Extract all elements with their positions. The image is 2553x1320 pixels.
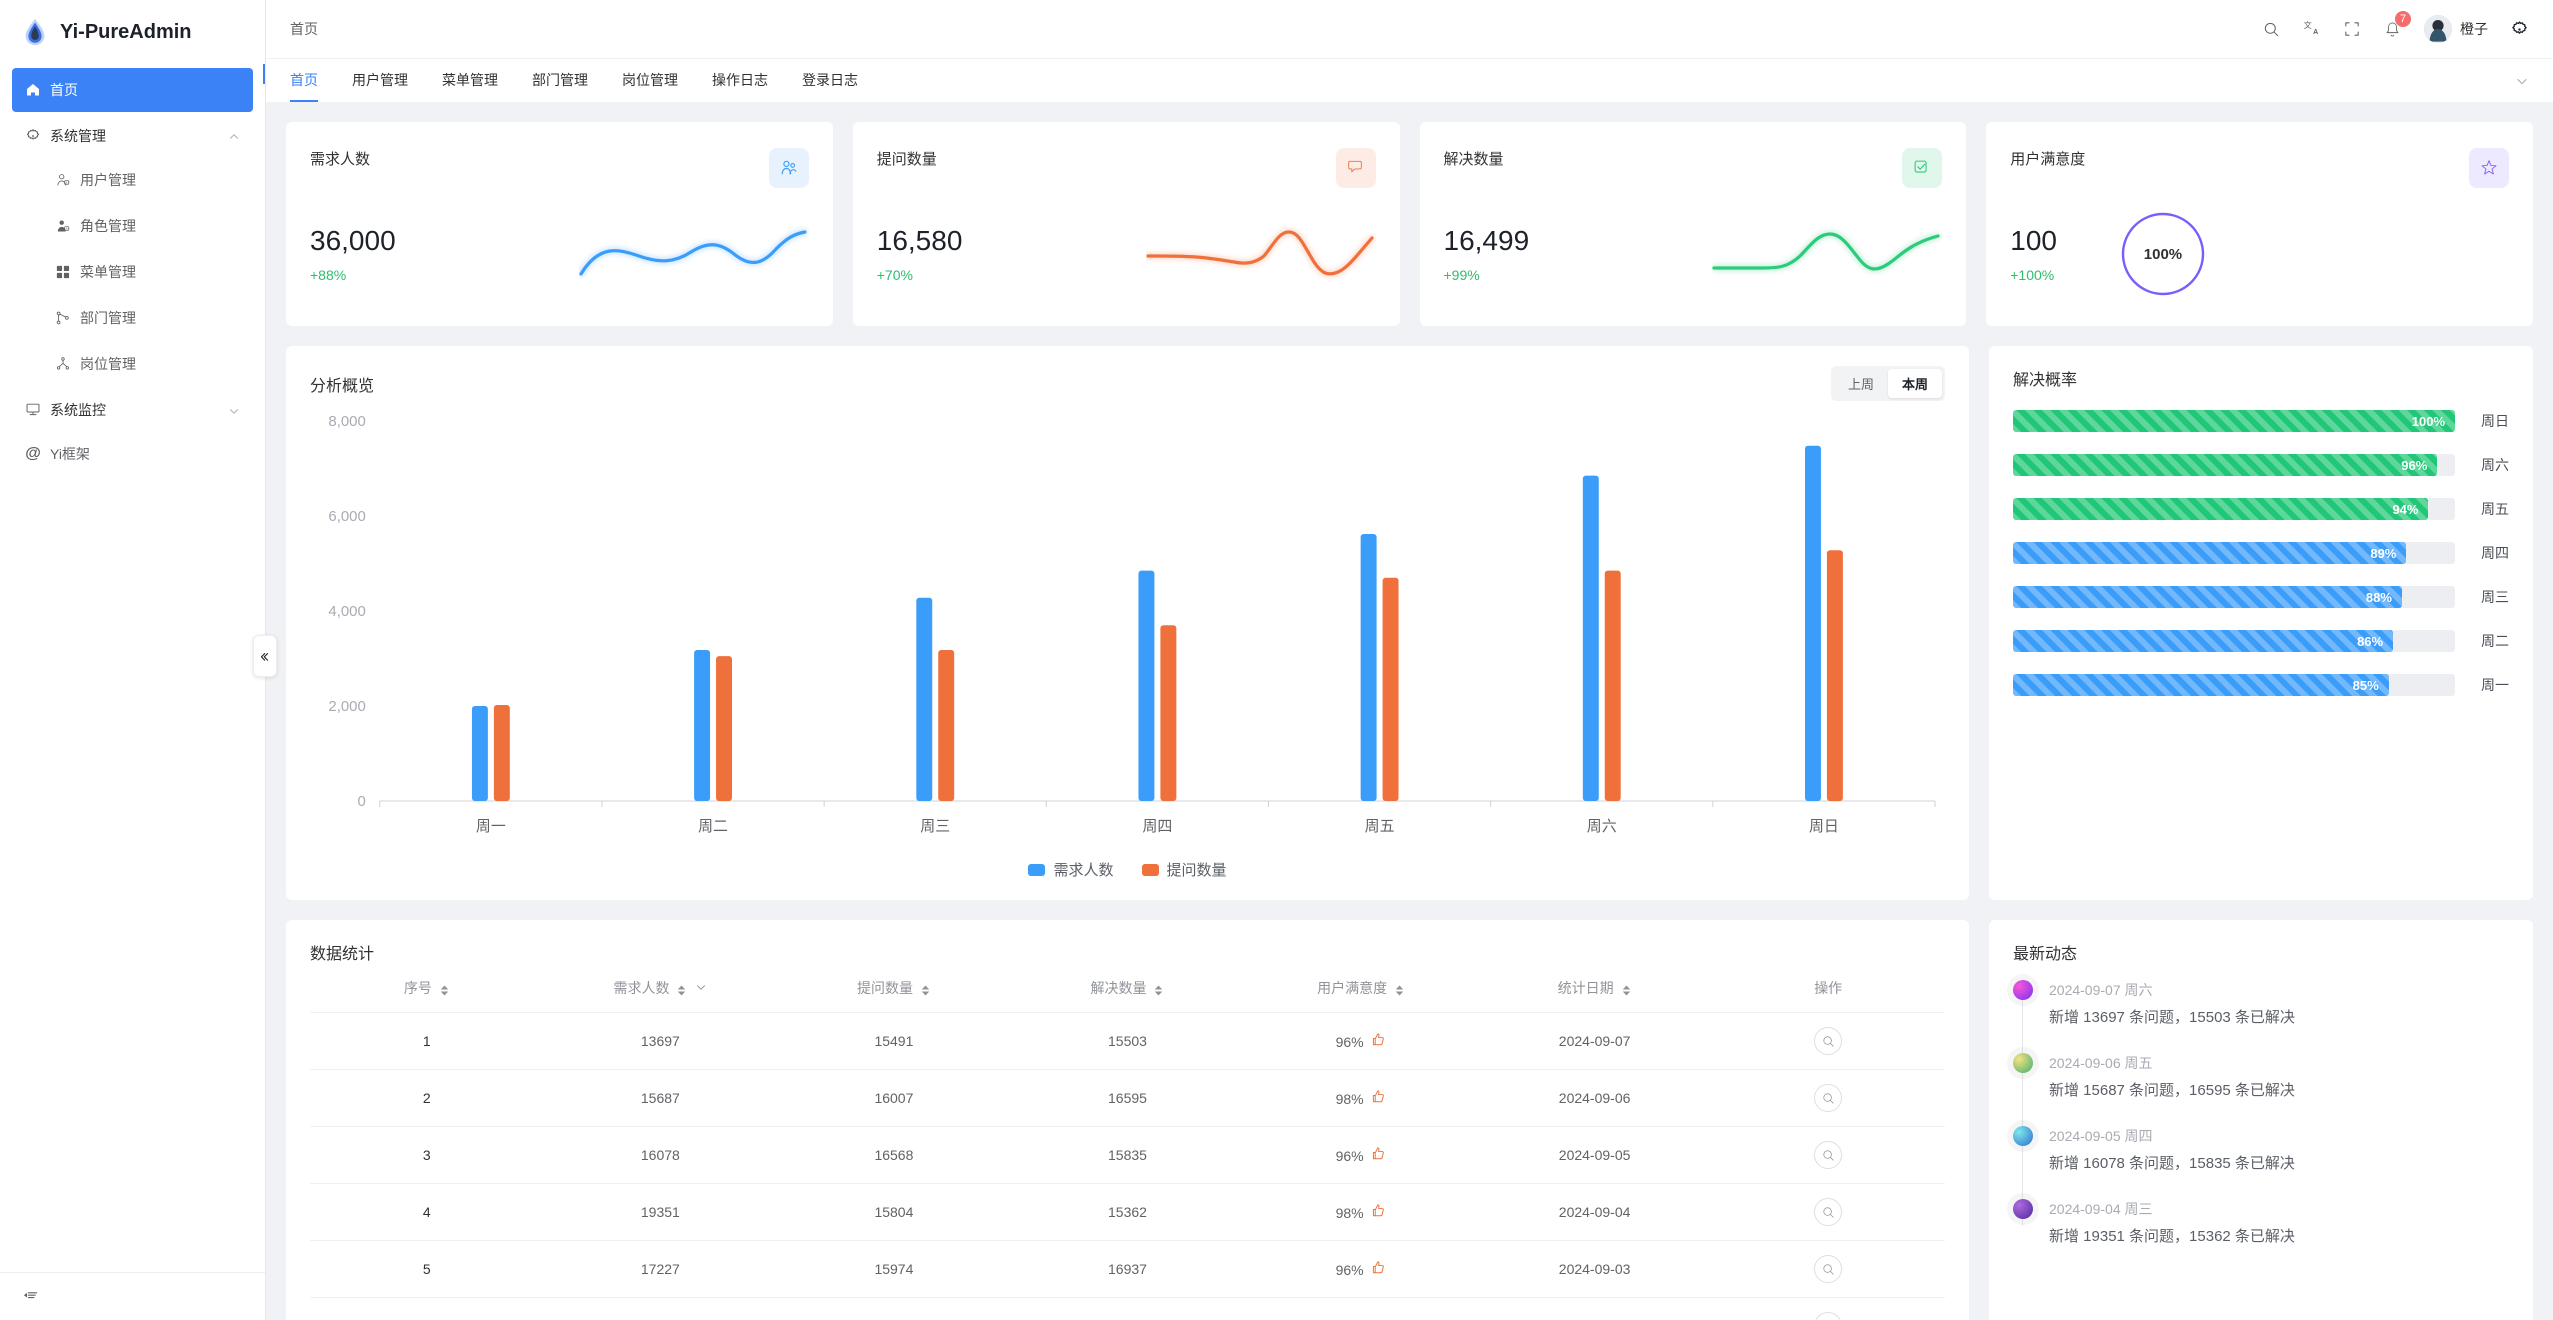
svg-text:周一: 周一 (476, 818, 506, 835)
svg-text:6,000: 6,000 (328, 508, 365, 525)
svg-text:0: 0 (358, 793, 366, 810)
svg-text:文: 文 (2304, 20, 2312, 30)
svg-text:周四: 周四 (1142, 818, 1172, 835)
svg-text:8,000: 8,000 (328, 413, 365, 430)
svg-text:4,000: 4,000 (328, 603, 365, 620)
svg-text:周六: 周六 (1587, 818, 1617, 835)
svg-text:周三: 周三 (920, 818, 950, 835)
svg-text:周五: 周五 (1365, 818, 1395, 835)
svg-text:周日: 周日 (1809, 818, 1839, 835)
svg-text:A: A (2313, 29, 2318, 36)
svg-text:2,000: 2,000 (328, 698, 365, 715)
svg-text:周二: 周二 (698, 818, 728, 835)
